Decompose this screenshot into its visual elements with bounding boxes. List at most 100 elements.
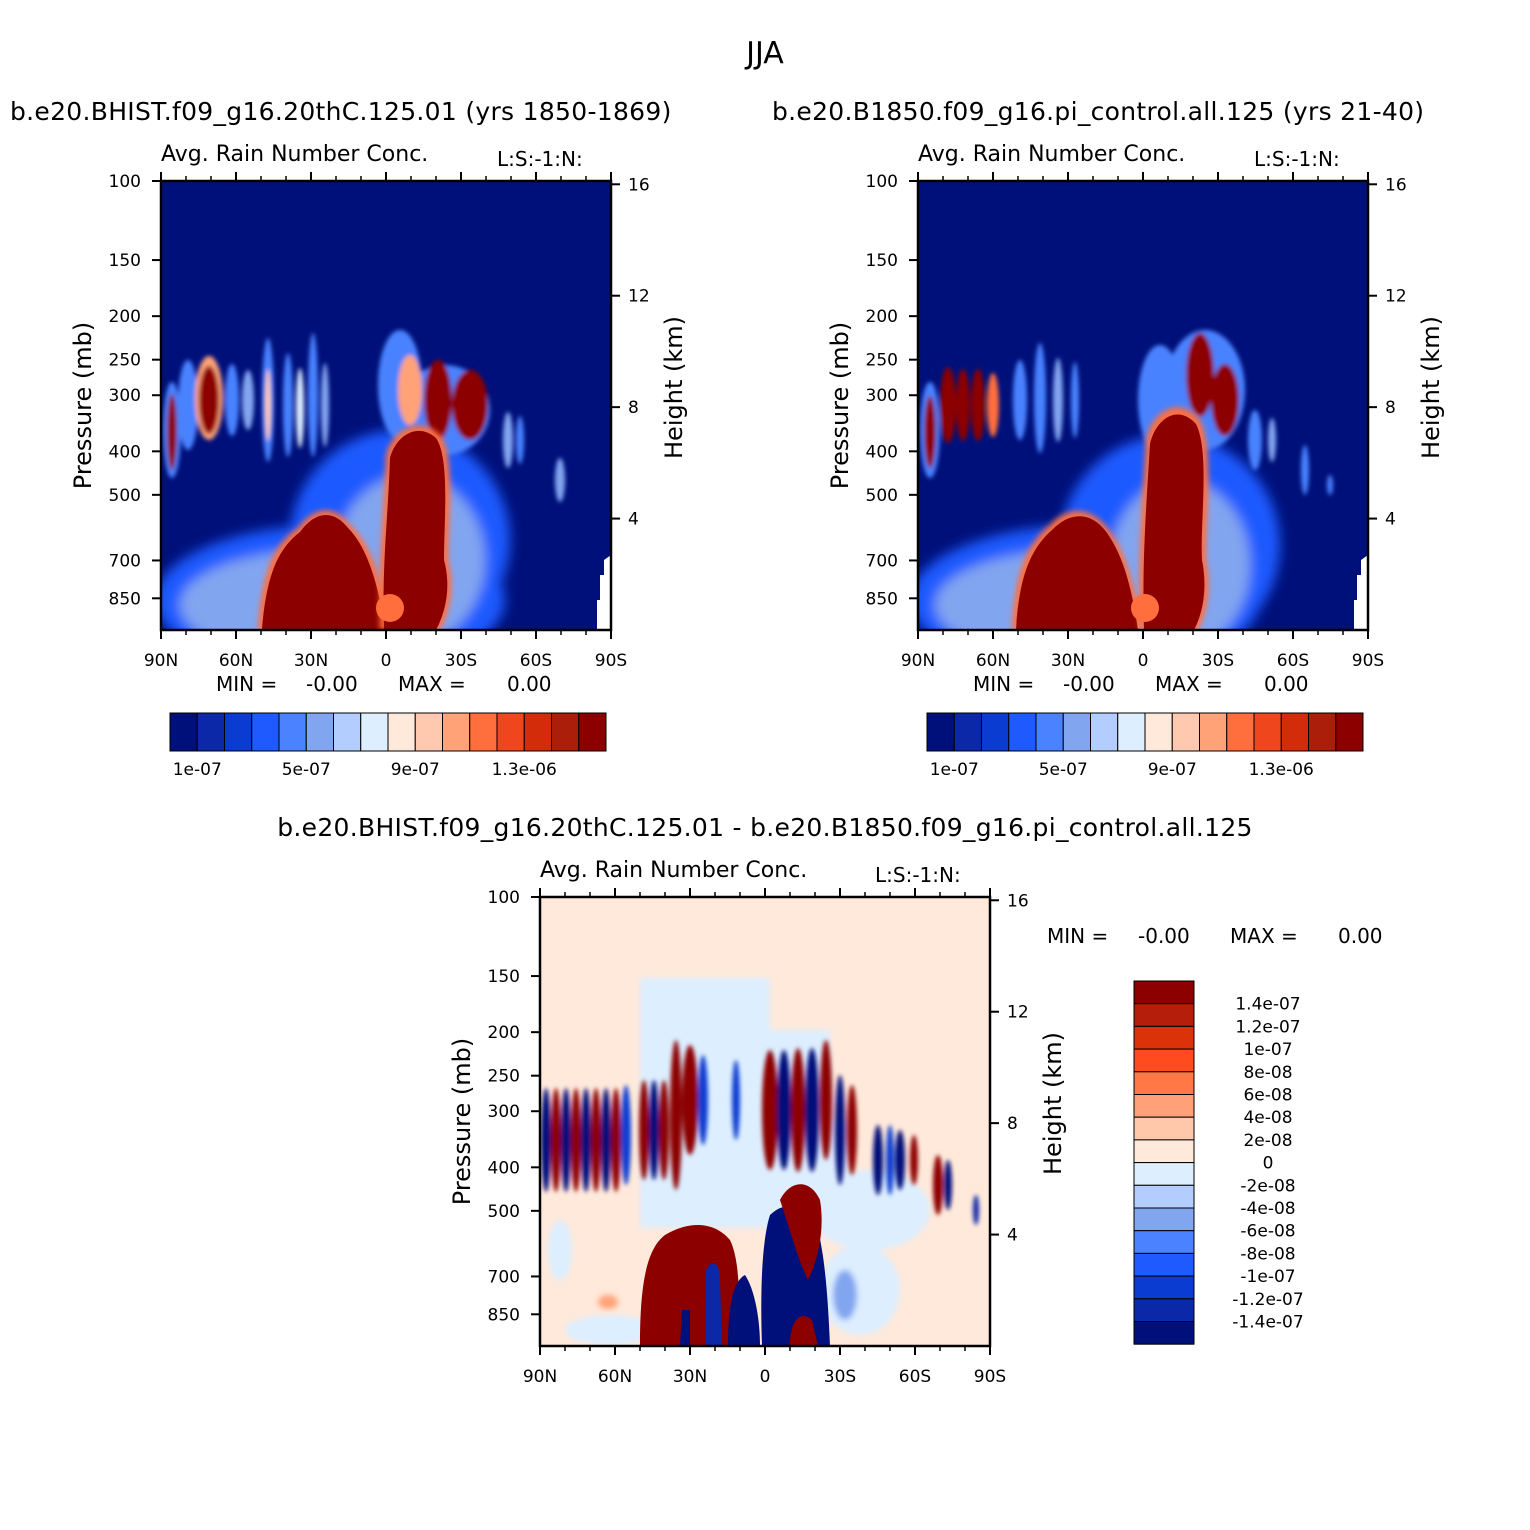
control-colorbar-box	[1308, 712, 1337, 752]
control-htick-label: 12	[1385, 287, 1407, 307]
control-plot: 90N 60N 30N 0 30S 60S 90S 100 150 200 250 300 400 500…	[826, 172, 1445, 671]
diff-colorbar-box	[1133, 1094, 1195, 1118]
case-htick-label: 12	[628, 287, 650, 307]
control-colorbar-box	[1171, 712, 1200, 752]
diff-colorbar-label: -2e-08	[1240, 1176, 1295, 1196]
control-colorbar-box	[1090, 712, 1119, 752]
diff-title-left: Avg. Rain Number Conc.	[540, 858, 808, 883]
control-ytick-label: 700	[866, 551, 898, 571]
diff-colorbar-box	[1133, 1003, 1195, 1027]
control-ytick-label: 100	[866, 172, 898, 192]
case-xtick-label: 90S	[595, 651, 627, 671]
case-ytick-label: 500	[109, 486, 141, 506]
diff-colorbar-label: 1e-07	[1243, 1040, 1292, 1060]
control-colorbar-box	[1035, 712, 1064, 752]
diff-ylabel-right: Height (km)	[1039, 1032, 1067, 1175]
control-colorbar: 1e-07 5e-07 9e-07 1.3e-06	[926, 712, 1364, 780]
case-colorbar-box	[224, 712, 253, 752]
control-xtick-label: 30S	[1202, 651, 1234, 671]
case-colorbar-box	[251, 712, 280, 752]
diff-colorbar-box	[1133, 1321, 1195, 1345]
diff-ytick-label: 400	[488, 1158, 520, 1178]
control-title-left: Avg. Rain Number Conc.	[918, 142, 1186, 167]
control-ytick-label: 200	[866, 307, 898, 327]
control-colorbar-box	[926, 712, 955, 752]
diff-colorbar-box	[1133, 1275, 1195, 1300]
case-title-right: L:S:-1:N:	[497, 147, 583, 171]
diff-xtick-label: 90N	[523, 1367, 557, 1387]
diff-subtitle: b.e20.BHIST.f09_g16.20thC.125.01 - b.e20…	[277, 813, 1253, 842]
control-ytick-label: 150	[866, 251, 898, 271]
diff-ytick-label: 300	[488, 1102, 520, 1122]
control-min-label: MIN =	[973, 672, 1035, 696]
control-subtitle: b.e20.B1850.f09_g16.pi_control.all.125 (…	[772, 97, 1425, 126]
control-colorbar-box	[1199, 712, 1228, 752]
diff-ytick-label: 500	[488, 1202, 520, 1222]
diff-colorbar-label: 6e-08	[1243, 1086, 1292, 1106]
case-colorbar: 1e-07 5e-07 9e-07 1.3e-06	[169, 712, 607, 780]
case-colorbar-box	[469, 712, 498, 752]
diff-htick-label: 8	[1007, 1114, 1018, 1134]
case-htick-label: 16	[628, 175, 650, 195]
case-xtick-label: 0	[381, 651, 392, 671]
case-colorbar-box	[442, 712, 471, 752]
diff-colorbar-label: -6e-08	[1240, 1222, 1295, 1242]
case-min-value: -0.00	[306, 672, 358, 696]
diff-ytick-label: 100	[488, 888, 520, 908]
control-axes: 90N 60N 30N 0 30S 60S 90S 100 150 200 250 300 400 500…	[826, 172, 1445, 671]
diff-colorbar-box	[1133, 1048, 1195, 1073]
diff-colorbar-box	[1133, 1184, 1195, 1209]
diff-plot: 90N 60N 30N 0 30S 60S 90S 100 150 200 250 300 400 500…	[448, 888, 1067, 1387]
control-ytick-label: 850	[866, 589, 898, 609]
case-colorbar-label: 1e-07	[173, 760, 222, 780]
diff-ytick-label: 700	[488, 1267, 520, 1287]
case-colorbar-box	[414, 712, 443, 752]
case-colorbar-label: 9e-07	[391, 760, 440, 780]
diff-field	[540, 897, 990, 1346]
control-colorbar-box	[1335, 712, 1364, 752]
case-colorbar-box	[169, 712, 198, 752]
case-xtick-label: 90N	[144, 651, 178, 671]
diff-xtick-label: 30S	[824, 1367, 856, 1387]
control-xtick-label: 90N	[901, 651, 935, 671]
diff-ylabel: Pressure (mb)	[448, 1038, 476, 1205]
case-ytick-label: 150	[109, 251, 141, 271]
control-field	[918, 181, 1368, 630]
control-max-value: 0.00	[1264, 672, 1309, 696]
case-subtitle: b.e20.BHIST.f09_g16.20thC.125.01 (yrs 18…	[10, 97, 672, 126]
case-colorbar-box	[278, 712, 307, 752]
diff-colorbar-label: -1e-07	[1240, 1267, 1295, 1287]
case-colorbar-box	[496, 712, 525, 752]
case-ytick-label: 100	[109, 172, 141, 192]
diff-colorbar-box	[1133, 1252, 1195, 1277]
diff-colorbar-box	[1133, 1025, 1195, 1050]
case-colorbar-label: 5e-07	[282, 760, 331, 780]
diff-title-right: L:S:-1:N:	[875, 863, 961, 887]
diff-colorbar-label: -1.4e-07	[1232, 1313, 1303, 1333]
case-xtick-label: 60N	[219, 651, 253, 671]
control-title-right: L:S:-1:N:	[1254, 147, 1340, 171]
control-ytick-label: 300	[866, 386, 898, 406]
control-ytick-label: 500	[866, 486, 898, 506]
diff-min-value: -0.00	[1138, 924, 1190, 948]
diff-colorbar-box	[1133, 980, 1195, 1005]
diff-ytick-label: 200	[488, 1023, 520, 1043]
case-plot: 90N 60N 30N 0 30S 60S 90S 100 150 200 250 300 400 500…	[69, 172, 688, 671]
case-ylabel-right: Height (km)	[660, 316, 688, 459]
case-ylabel: Pressure (mb)	[69, 322, 97, 489]
diff-colorbar-label: -8e-08	[1240, 1244, 1295, 1264]
case-ytick-label: 200	[109, 307, 141, 327]
case-xtick-label: 30N	[294, 651, 328, 671]
diff-colorbar-label: 0	[1263, 1154, 1274, 1174]
case-max-label: MAX =	[398, 672, 466, 696]
case-colorbar-box	[305, 712, 334, 752]
diff-min-label: MIN =	[1047, 924, 1109, 948]
control-ytick-label: 250	[866, 351, 898, 371]
case-xtick-label: 60S	[520, 651, 552, 671]
diff-colorbar-box	[1133, 1207, 1195, 1232]
diff-colorbar-box	[1133, 1230, 1195, 1254]
case-axes: 90N 60N 30N 0 30S 60S 90S 100 150 200 250 300 400 500…	[69, 172, 688, 671]
control-colorbar-box	[1008, 712, 1037, 752]
diff-ytick-label: 850	[488, 1305, 520, 1325]
